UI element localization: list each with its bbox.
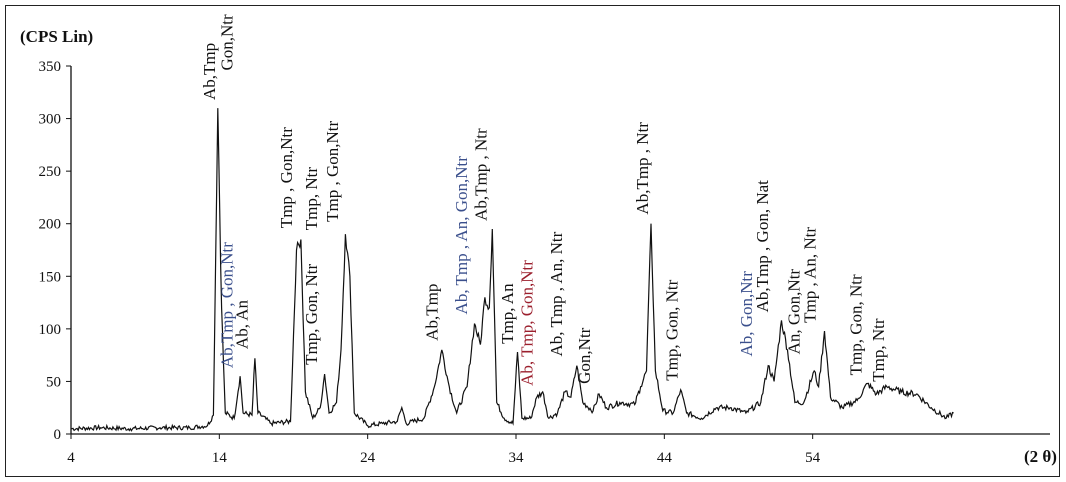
x-tick-label: 34 [509,450,525,466]
diffraction-trace [71,108,954,432]
y-tick-label: 150 [39,269,62,285]
y-tick-label: 0 [54,427,62,443]
x-tick-label: 24 [360,450,376,466]
peak-label: Ab,Tmp , Gon,Ntr [218,242,237,368]
x-axis-label: (2 θ) [1024,447,1057,466]
peak-label: Ab,Tmp , Gon, Nat [753,180,772,312]
axes: (CPS Lin) (2 θ) [20,27,1057,466]
peak-label: Tmp , Gon,Ntr [323,121,342,222]
y-tick-label: 50 [46,374,61,390]
y-ticks: 0 50 100 150 200 250 300 350 [39,59,71,443]
peak-label: Gon,Ntr [218,14,237,71]
y-tick-label: 250 [39,164,62,180]
peak-label: Ab, Gon,Ntr [737,271,756,357]
peak-label: Tmp , An, Ntr [801,227,820,323]
x-ticks: 4 14 24 34 44 54 [67,434,821,466]
peak-label: Tmp, Gon, Ntr [302,263,321,364]
peak-label: Ab,Tmp [422,284,441,341]
peak-label: Ab,Tmp , Ntr [633,122,652,215]
peak-label: Ab, An [233,299,252,349]
x-tick-label: 44 [657,450,673,466]
y-axis-label: (CPS Lin) [20,27,93,46]
peak-label: Ab,Tmp [200,43,219,100]
peak-label: Gon,Ntr [575,327,594,384]
peak-label: Tmp, Gon, Ntr [663,279,682,380]
peak-label: Tmp, Ntr [869,318,888,382]
peak-label: An, Gon,Ntr [784,269,803,355]
peak-label: Ab,Tmp , Ntr [471,128,490,221]
x-tick-label: 4 [67,450,75,466]
peak-label: Tmp , Gon,Ntr [277,127,296,228]
peak-label: Tmp, An [498,283,517,344]
x-tick-label: 14 [212,450,228,466]
y-tick-label: 200 [39,217,62,233]
y-tick-label: 350 [39,59,62,75]
x-tick-label: 54 [805,450,821,466]
y-tick-label: 100 [39,322,62,338]
peak-label: Ab, Tmp, Gon,Ntr [517,260,536,386]
xrd-chart: (CPS Lin) (2 θ) 0 50 100 150 200 250 300 350 4 1… [20,14,1057,466]
peak-label: Tmp, Ntr [302,167,321,231]
y-tick-label: 300 [39,112,62,128]
peak-label: Tmp, Gon, Ntr [847,274,866,375]
peak-label: Ab, Tmp , An, Gon,Ntr [452,156,471,315]
peak-label: Ab, Tmp , An, Ntr [547,231,566,356]
chart-frame: (CPS Lin) (2 θ) 0 50 100 150 200 250 300 350 4 1… [5,5,1060,477]
